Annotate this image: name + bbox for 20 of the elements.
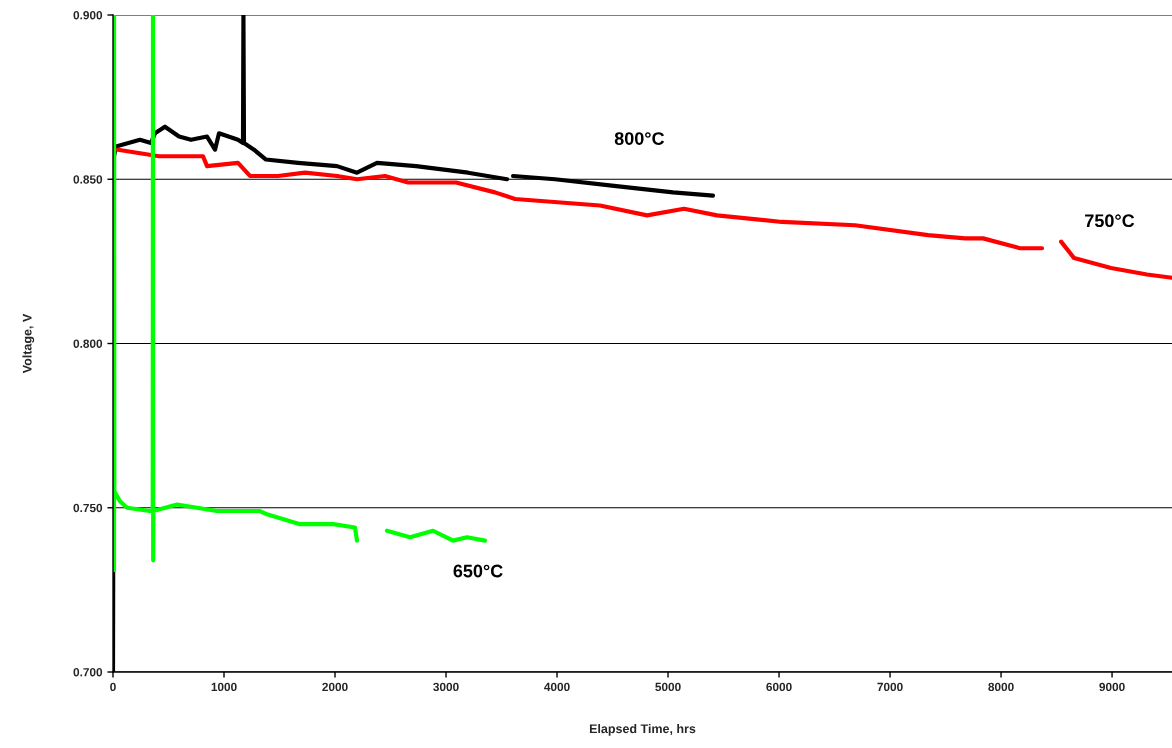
x-tick-label: 4000 (544, 682, 570, 692)
series-label: 650°C (453, 564, 503, 578)
x-tick-label: 6000 (766, 682, 792, 692)
x-tick-label: 0 (110, 682, 116, 692)
x-tick-label: 2000 (322, 682, 348, 692)
y-tick-label: 0.700 (73, 668, 103, 677)
x-tick-label: 8000 (988, 682, 1014, 692)
x-tick-label: 1000 (211, 682, 237, 692)
x-tick-label: 7000 (877, 682, 903, 692)
y-axis-title: Voltage, V (22, 313, 35, 374)
x-axis-title: Elapsed Time, hrs (589, 723, 696, 736)
y-tick-label: 0.850 (73, 175, 103, 184)
y-tick-label: 0.900 (73, 11, 103, 20)
x-tick-label: 9000 (1099, 682, 1125, 692)
text: 800°C (614, 132, 665, 145)
x-tick-label: 3000 (433, 682, 459, 692)
x-tick-label: 5000 (655, 682, 681, 692)
y-tick-label: 0.750 (73, 503, 103, 513)
y-tick-label: 0.800 (73, 339, 103, 348)
series-label: 750°C (1085, 214, 1135, 228)
